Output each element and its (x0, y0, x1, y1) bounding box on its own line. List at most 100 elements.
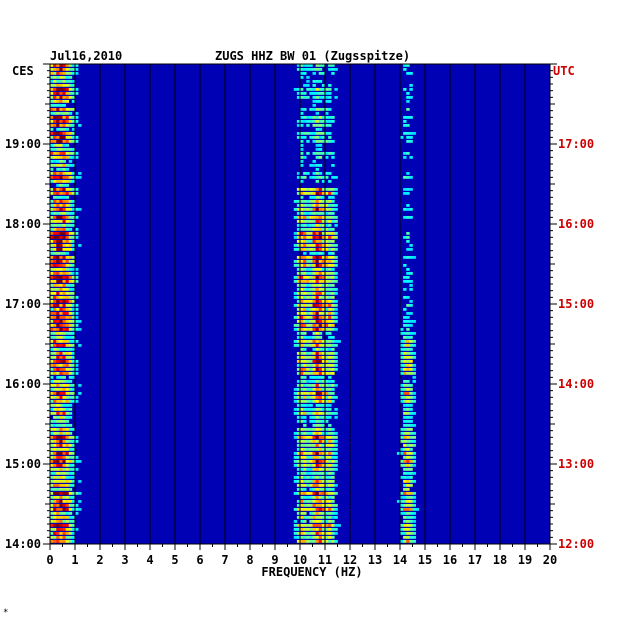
spectrogram-cell (68, 388, 73, 391)
spectrogram-cell (328, 124, 332, 127)
spectrogram-cell (406, 64, 410, 67)
spectrogram-cell (62, 176, 66, 179)
spectrogram-cell (68, 464, 73, 467)
spectrogram-cell (328, 308, 332, 311)
spectrogram-cell (309, 344, 313, 347)
spectrogram-cell (409, 408, 413, 411)
spectrogram-cell (325, 192, 329, 195)
spectrogram-cell (331, 272, 335, 275)
spectrogram-cell (300, 540, 304, 543)
spectrogram-cell (403, 532, 407, 535)
spectrogram-cell (318, 356, 323, 359)
spectrogram-cell (303, 268, 307, 271)
spectrogram-cell (293, 480, 298, 483)
spectrogram-cell (53, 296, 57, 299)
spectrogram-cell (50, 496, 54, 499)
spectrogram-cell (296, 92, 301, 95)
spectrogram-cell (303, 356, 307, 359)
spectrogram-cell (56, 364, 60, 367)
corner-mark: * (3, 608, 8, 618)
spectrogram-cell (68, 136, 73, 139)
spectrogram-cell (403, 280, 407, 283)
spectrogram-cell (318, 380, 323, 383)
spectrogram-cell (321, 248, 326, 251)
spectrogram-cell (62, 160, 66, 163)
spectrogram-cell (325, 264, 329, 267)
spectrogram-cell (309, 520, 313, 523)
spectrogram-cell (315, 64, 320, 67)
spectrogram-cell (415, 508, 420, 511)
spectrogram-cell (62, 280, 66, 283)
spectrogram-cell (406, 536, 410, 539)
spectrogram-cell (328, 140, 332, 143)
spectrogram-cell (303, 536, 307, 539)
spectrogram-cell (65, 492, 70, 495)
spectrogram-cell (328, 296, 332, 299)
spectrogram-cell (321, 288, 326, 291)
spectrogram-cell (300, 240, 304, 243)
spectrogram-cell (315, 480, 320, 483)
spectrogram-cell (334, 468, 338, 471)
spectrogram-cell (53, 532, 57, 535)
grid-lines (49, 64, 551, 544)
spectrogram-cell (406, 380, 410, 383)
spectrogram-cell (62, 300, 66, 303)
spectrogram-cell (71, 476, 76, 479)
spectrogram-cell (53, 320, 57, 323)
spectrogram-cell (303, 352, 307, 355)
spectrogram-cell (75, 456, 79, 459)
spectrogram-cell (325, 328, 329, 331)
spectrogram-cell (56, 352, 60, 355)
spectrogram-cell (400, 524, 404, 527)
spectrogram-cell (331, 244, 335, 247)
spectrogram-cell (325, 228, 329, 231)
spectrogram-cell (53, 484, 57, 487)
spectrogram-cell (328, 288, 332, 291)
spectrogram-cell (50, 64, 54, 67)
spectrogram-cell (296, 228, 301, 231)
spectrogram-cell (68, 468, 73, 471)
spectrogram-cell (400, 396, 404, 399)
spectrogram-cell (303, 296, 307, 299)
spectrogram-cell (56, 332, 60, 335)
spectrogram-cell (56, 440, 60, 443)
spectrogram-cell (293, 388, 298, 391)
spectrogram-cell (50, 440, 54, 443)
spectrogram-cell (318, 368, 323, 371)
spectrogram-cell (296, 208, 301, 211)
spectrogram-cell (321, 328, 326, 331)
spectrogram-cell (300, 96, 304, 99)
spectrogram-cell (75, 492, 79, 495)
spectrogram-cell (56, 320, 60, 323)
spectrogram-cell (56, 452, 60, 455)
spectrogram-cell (321, 512, 326, 515)
spectrogram-cell (65, 516, 70, 519)
x-tick-label: 17 (468, 553, 482, 567)
spectrogram-cell (406, 488, 410, 491)
spectrogram-cell (300, 400, 304, 403)
spectrogram-cell (406, 528, 410, 531)
spectrogram-cell (53, 476, 57, 479)
y-tick-label-left: 15:00 (5, 457, 41, 471)
spectrogram-cell (50, 100, 54, 103)
spectrogram-cell (309, 336, 313, 339)
spectrogram-cell (409, 88, 413, 91)
spectrogram-cell (300, 452, 304, 455)
spectrogram-cell (296, 368, 301, 371)
spectrogram-cell (303, 136, 307, 139)
spectrogram-cell (303, 452, 307, 455)
spectrogram-cell (53, 472, 57, 475)
spectrogram-cell (306, 304, 310, 307)
spectrogram-cell (300, 360, 304, 363)
spectrogram-cell (50, 372, 54, 375)
spectrogram-cell (53, 152, 57, 155)
spectrogram-cell (318, 228, 323, 231)
spectrogram-cell (53, 404, 57, 407)
spectrogram-cell (62, 508, 66, 511)
spectrogram-cell (312, 208, 316, 211)
spectrogram-cell (328, 276, 332, 279)
x-tick-label: 3 (121, 553, 128, 567)
spectrogram-cell (318, 344, 323, 347)
spectrogram-cell (300, 388, 304, 391)
spectrogram-cell (406, 504, 410, 507)
